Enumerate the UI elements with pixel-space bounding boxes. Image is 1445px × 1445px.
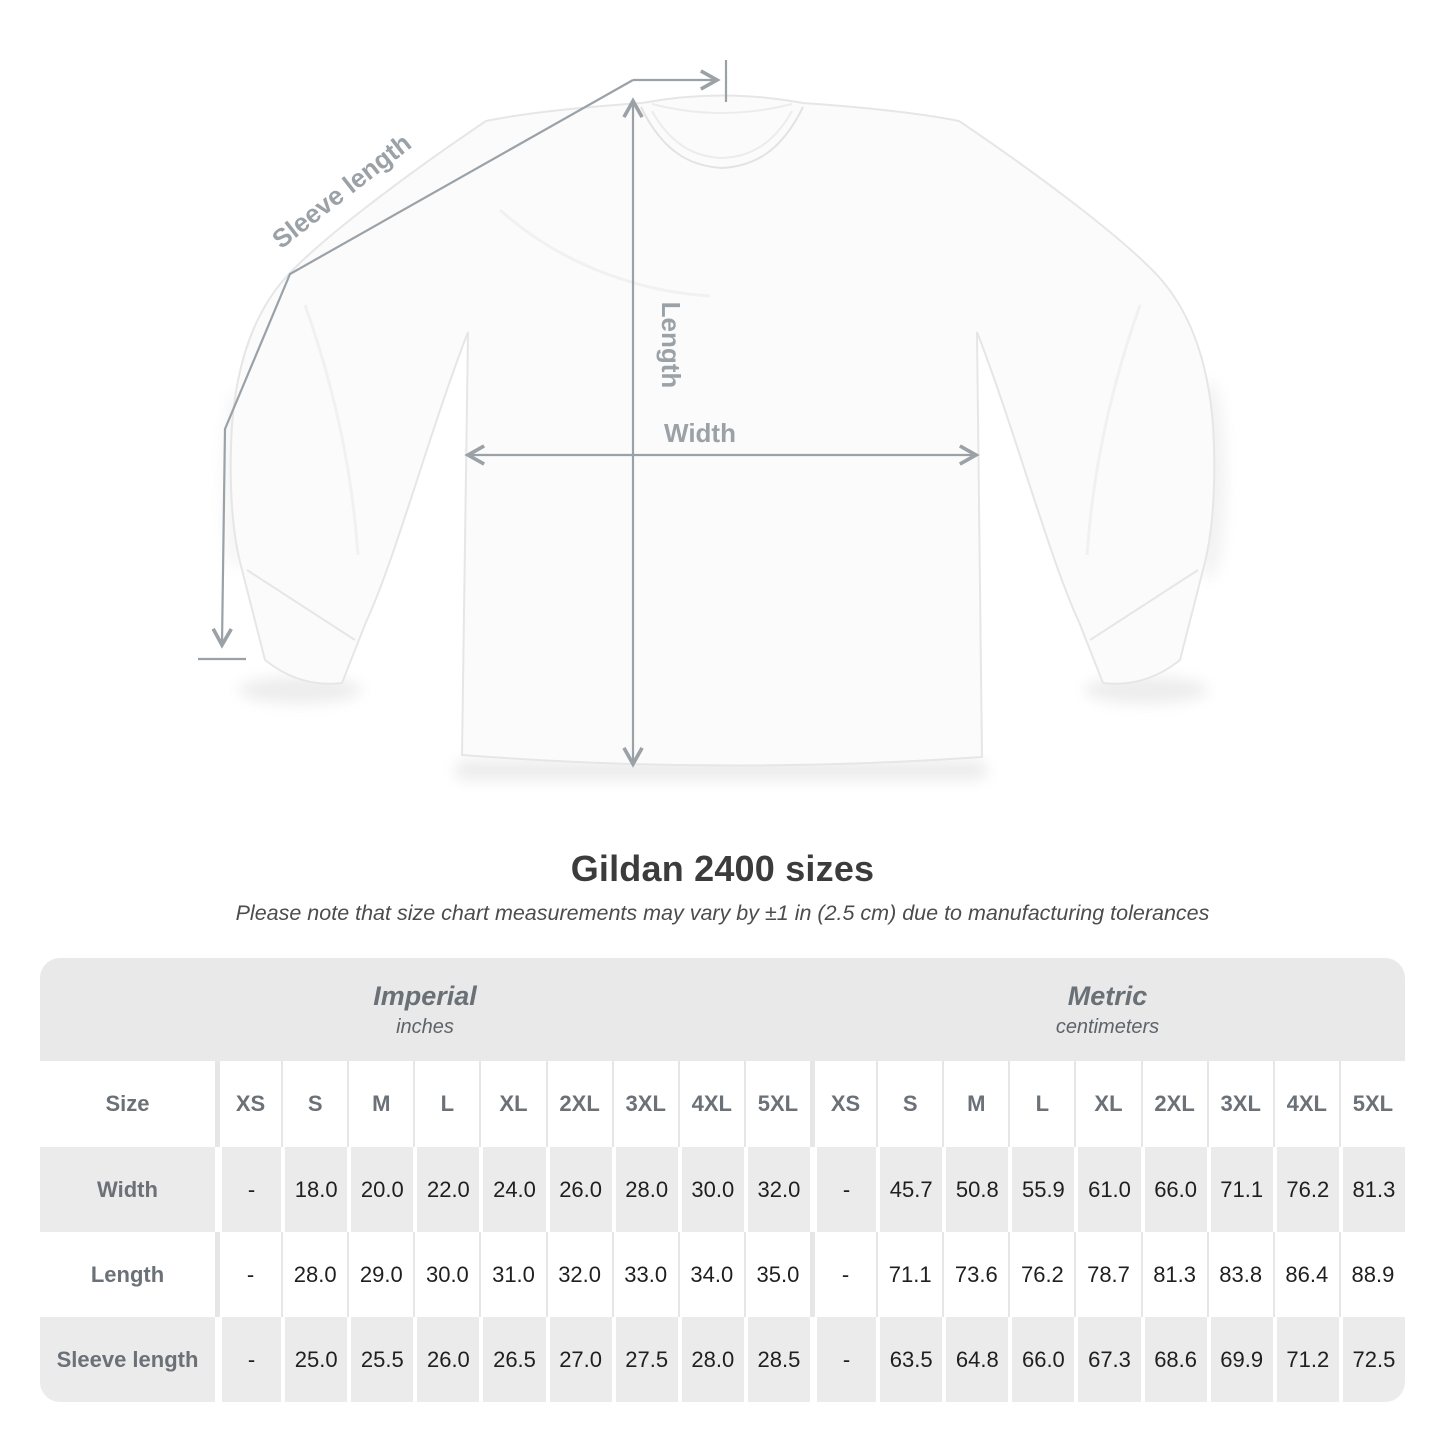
value-cell: 25.0 — [281, 1317, 348, 1402]
value-cell: - — [215, 1147, 282, 1232]
value-cell: 88.9 — [1338, 1232, 1405, 1317]
length-label: Length — [656, 302, 686, 389]
value-cell: 81.3 — [1140, 1232, 1207, 1317]
metric-label: Metric — [1067, 980, 1148, 1011]
size-header-cell: 2XL — [1140, 1061, 1207, 1147]
size-header-cell: XL — [1074, 1061, 1141, 1147]
size-header-cell: XL — [479, 1061, 546, 1147]
value-cell: 55.9 — [1008, 1147, 1075, 1232]
value-cell: - — [810, 1147, 877, 1232]
size-header-cell: 3XL — [611, 1061, 678, 1147]
value-cell: - — [215, 1232, 282, 1317]
value-cell: 22.0 — [413, 1147, 480, 1232]
imperial-band: Imperial inches — [40, 958, 810, 1061]
size-header-cell: M — [942, 1061, 1009, 1147]
size-header-cell: XS — [215, 1061, 282, 1147]
size-header-cell: 5XL — [1338, 1061, 1405, 1147]
row-label: Sleeve length — [40, 1317, 215, 1402]
size-header-cell: S — [281, 1061, 348, 1147]
imperial-label: Imperial — [373, 980, 477, 1011]
value-cell: 76.2 — [1272, 1147, 1339, 1232]
value-cell: 35.0 — [743, 1232, 810, 1317]
value-cell: 29.0 — [347, 1232, 414, 1317]
size-header-cell: XS — [810, 1061, 877, 1147]
value-cell: 50.8 — [942, 1147, 1009, 1232]
value-cell: 30.0 — [413, 1232, 480, 1317]
value-cell: 30.0 — [677, 1147, 744, 1232]
size-header-cell: 3XL — [1206, 1061, 1273, 1147]
size-table: Imperial inches Metric centimeters Size X… — [40, 958, 1405, 1402]
value-cell: 66.0 — [1008, 1317, 1075, 1402]
value-cell: 78.7 — [1074, 1232, 1141, 1317]
metric-band: Metric centimeters — [810, 958, 1405, 1061]
value-cell: 25.5 — [347, 1317, 414, 1402]
value-cell: 64.8 — [942, 1317, 1009, 1402]
value-cell: 24.0 — [479, 1147, 546, 1232]
value-cell: 68.6 — [1140, 1317, 1207, 1402]
shirt-diagram: Sleeve length Length Width — [198, 60, 1226, 780]
size-header-cell: S — [876, 1061, 943, 1147]
size-column-header: Size — [40, 1061, 215, 1147]
size-header-cell: 2XL — [545, 1061, 612, 1147]
value-cell: 71.2 — [1272, 1317, 1339, 1402]
value-cell: 28.0 — [611, 1147, 678, 1232]
imperial-unit: inches — [396, 1015, 454, 1038]
value-cell: 71.1 — [1206, 1147, 1273, 1232]
width-label: Width — [664, 418, 736, 448]
tolerance-note: Please note that size chart measurements… — [235, 901, 1210, 925]
value-cell: 20.0 — [347, 1147, 414, 1232]
value-cell: 71.1 — [876, 1232, 943, 1317]
value-cell: 63.5 — [876, 1317, 943, 1402]
value-cell: 33.0 — [611, 1232, 678, 1317]
size-grid: Imperial inches Metric centimeters Size X… — [40, 958, 1405, 1402]
row-label: Width — [40, 1147, 215, 1232]
size-header-cell: M — [347, 1061, 414, 1147]
value-cell: 86.4 — [1272, 1232, 1339, 1317]
size-header-cell: L — [413, 1061, 480, 1147]
value-cell: 34.0 — [677, 1232, 744, 1317]
value-cell: 27.5 — [611, 1317, 678, 1402]
size-header-cell: L — [1008, 1061, 1075, 1147]
value-cell: 67.3 — [1074, 1317, 1141, 1402]
size-header-cell: 4XL — [1272, 1061, 1339, 1147]
value-cell: 26.5 — [479, 1317, 546, 1402]
value-cell: 73.6 — [942, 1232, 1009, 1317]
value-cell: 31.0 — [479, 1232, 546, 1317]
shirt-folds — [303, 208, 1142, 556]
value-cell: - — [810, 1232, 877, 1317]
value-cell: 61.0 — [1074, 1147, 1141, 1232]
value-cell: 81.3 — [1338, 1147, 1405, 1232]
value-cell: 28.5 — [743, 1317, 810, 1402]
shirt-collar — [640, 103, 804, 170]
value-cell: 66.0 — [1140, 1147, 1207, 1232]
value-cell: 32.0 — [743, 1147, 810, 1232]
page-title: Gildan 2400 sizes — [570, 848, 875, 889]
row-label: Length — [40, 1232, 215, 1317]
sleeve-length-measure — [198, 60, 728, 661]
shirt-outline — [229, 94, 1216, 767]
size-header-cell: 4XL — [677, 1061, 744, 1147]
value-cell: 28.0 — [281, 1232, 348, 1317]
value-cell: 72.5 — [1338, 1317, 1405, 1402]
value-cell: 45.7 — [876, 1147, 943, 1232]
shirt-cuffs — [246, 569, 1199, 641]
value-cell: 26.0 — [545, 1147, 612, 1232]
value-cell: 18.0 — [281, 1147, 348, 1232]
value-cell: 26.0 — [413, 1317, 480, 1402]
value-cell: 32.0 — [545, 1232, 612, 1317]
metric-unit: centimeters — [1055, 1015, 1160, 1038]
value-cell: - — [810, 1317, 877, 1402]
value-cell: 69.9 — [1206, 1317, 1273, 1402]
measurement-lines — [198, 60, 980, 768]
value-cell: 27.0 — [545, 1317, 612, 1402]
value-cell: 83.8 — [1206, 1232, 1273, 1317]
value-cell: 28.0 — [677, 1317, 744, 1402]
size-header-cell: 5XL — [743, 1061, 810, 1147]
value-cell: - — [215, 1317, 282, 1402]
value-cell: 76.2 — [1008, 1232, 1075, 1317]
